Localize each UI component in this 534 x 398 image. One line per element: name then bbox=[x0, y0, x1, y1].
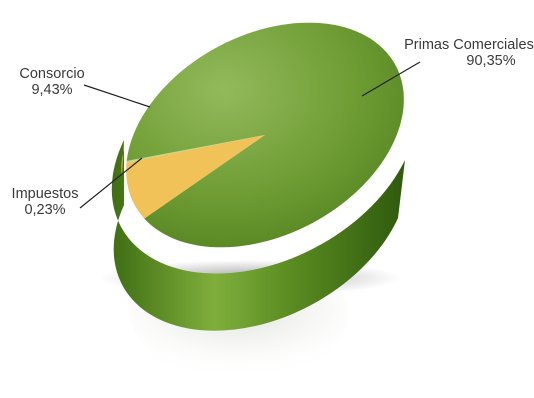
label-consorcio-name: Consorcio bbox=[19, 66, 84, 82]
leader-line-consorcio bbox=[83, 84, 151, 108]
label-impuestos-value: 0,23% bbox=[24, 202, 65, 218]
label-primas-value: 90,35% bbox=[466, 53, 515, 69]
label-primas-name: Primas Comerciales bbox=[404, 37, 534, 53]
pie-3d bbox=[111, 95, 405, 331]
pie-slices bbox=[126, 22, 404, 248]
pie-side-green bbox=[111, 140, 405, 331]
leader-line-impuestos bbox=[79, 157, 143, 209]
slice-impuestos bbox=[126, 135, 265, 163]
label-impuestos-name: Impuestos bbox=[12, 186, 79, 202]
slice-consorcio bbox=[126, 135, 265, 219]
slice-primas-comerciales bbox=[126, 22, 404, 248]
leader-line-primas bbox=[361, 61, 421, 97]
label-consorcio-value: 9,43% bbox=[31, 82, 72, 98]
pie-side-yellow bbox=[121, 95, 124, 175]
